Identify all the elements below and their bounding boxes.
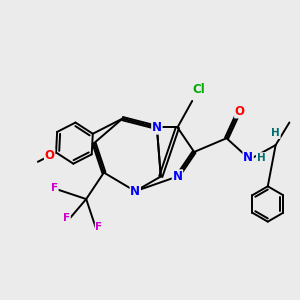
- Text: F: F: [51, 183, 58, 193]
- Text: H: H: [256, 153, 265, 163]
- Text: F: F: [95, 222, 103, 232]
- Text: N: N: [152, 121, 162, 134]
- Text: N: N: [243, 152, 253, 164]
- Text: O: O: [45, 149, 55, 162]
- Text: Cl: Cl: [193, 82, 206, 96]
- Text: N: N: [130, 185, 140, 198]
- Text: O: O: [235, 105, 245, 118]
- Text: N: N: [172, 170, 182, 183]
- Text: H: H: [271, 128, 280, 138]
- Text: F: F: [63, 212, 70, 223]
